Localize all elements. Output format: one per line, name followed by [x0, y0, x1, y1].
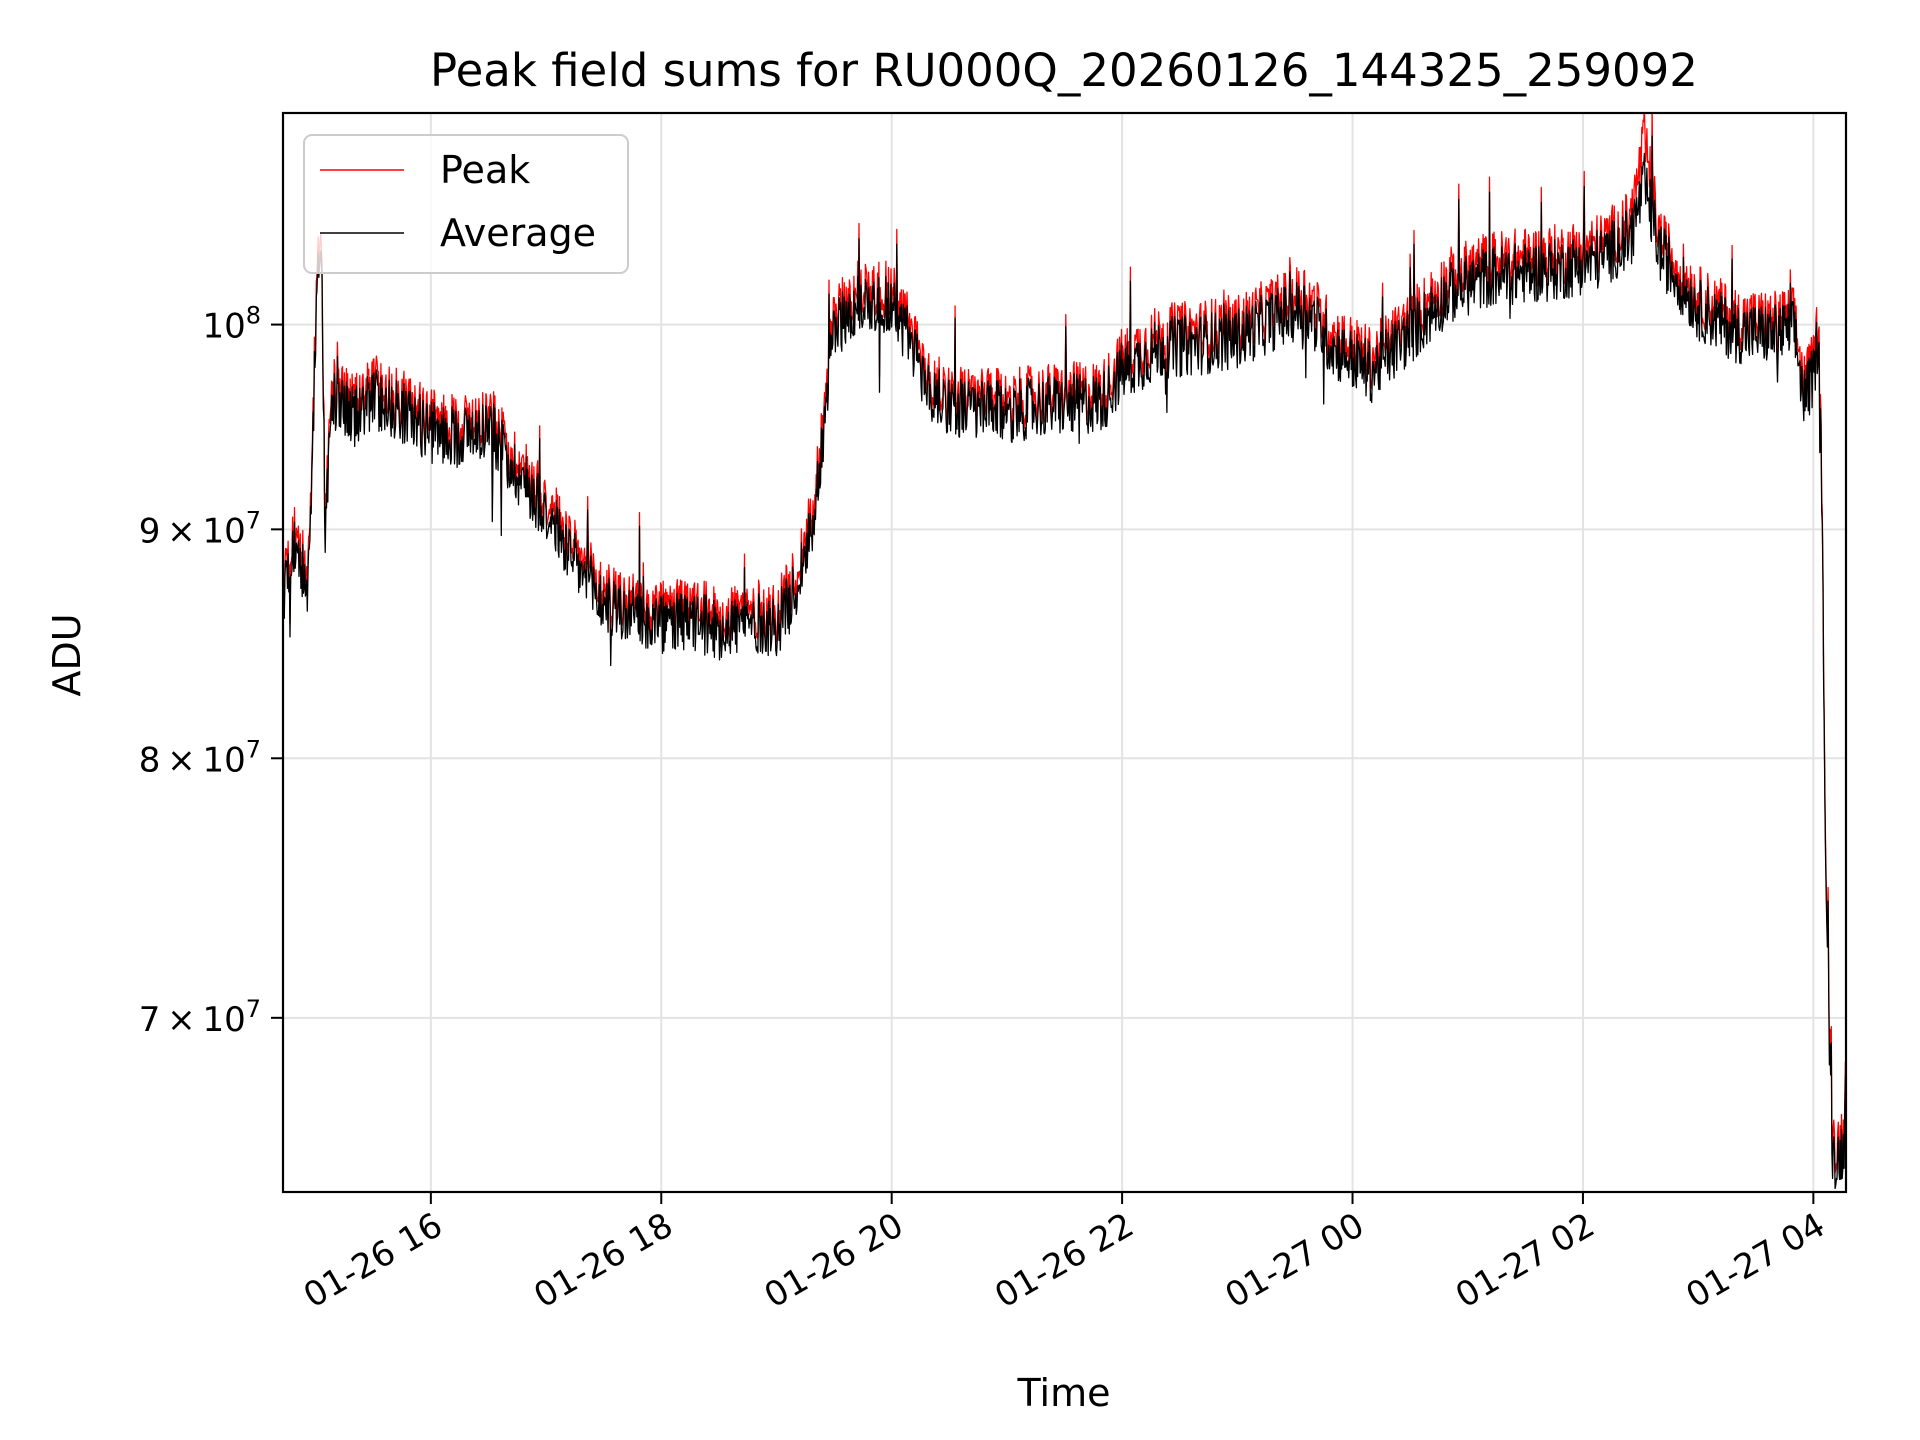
legend-peak-label: Peak	[440, 148, 530, 192]
series-line-average	[283, 135, 1846, 1190]
y-tick-multiply: × 10	[160, 740, 245, 780]
y-tick-base: 7	[139, 1000, 161, 1040]
y-tick-exponent: 8	[246, 302, 261, 330]
y-tick-label: 9 × 107	[139, 506, 261, 551]
y-tick-exponent: 7	[246, 506, 261, 534]
legend-average-label: Average	[440, 211, 596, 255]
y-tick-exponent: 7	[246, 995, 261, 1023]
y-tick-multiply: × 10	[160, 511, 245, 551]
chart-title: Peak field sums for RU000Q_20260126_1443…	[430, 44, 1698, 97]
y-tick-multiply: × 10	[160, 1000, 245, 1040]
plot-frame	[281, 111, 1848, 1194]
y-axis-label: ADU	[45, 613, 89, 696]
y-tick-base: 10	[202, 307, 245, 347]
y-tick-label: 8 × 107	[139, 735, 261, 780]
y-tick-label: 108	[202, 302, 261, 347]
y-tick-label: 7 × 107	[139, 995, 261, 1040]
series-layer	[283, 113, 1846, 1190]
x-axis-label: Time	[1017, 1371, 1111, 1415]
y-tick-base: 9	[139, 511, 161, 551]
y-tick-base: 8	[139, 740, 161, 780]
legend: Peak Average	[303, 134, 629, 274]
y-tick-exponent: 7	[246, 735, 261, 763]
